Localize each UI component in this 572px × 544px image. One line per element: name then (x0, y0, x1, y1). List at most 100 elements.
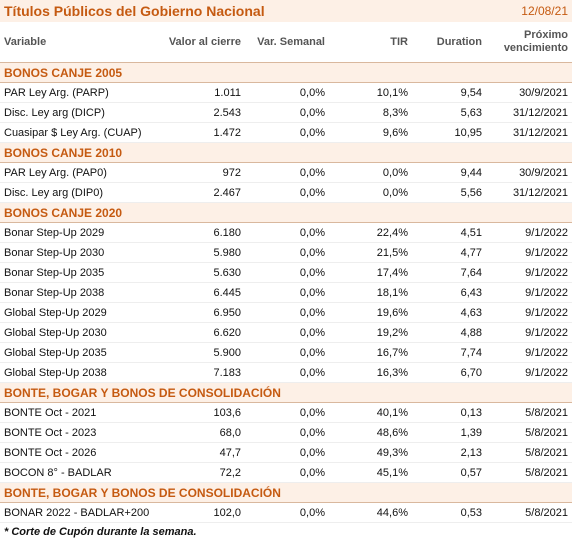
column-header: Var. Semanal (245, 22, 329, 63)
date: 12/08/21 (521, 4, 568, 18)
data-row: Global Step-Up 2038 7.183 0,0% 16,3% 6,70 9/1… (0, 362, 572, 383)
cell: 6.445 (160, 282, 245, 303)
cell: 4,51 (412, 222, 486, 243)
cell: 0,0% (329, 162, 412, 183)
cell: 19,6% (329, 302, 412, 323)
data-row: Disc. Ley arg (DICP) 2.543 0,0% 8,3% 5,63 31/… (0, 102, 572, 123)
cell: 0,0% (245, 162, 329, 183)
table-body: BONOS CANJE 2005 PAR Ley Arg. (PARP) 1.011… (0, 62, 572, 523)
cell: BONAR 2022 - BADLAR+200 (0, 502, 160, 523)
cell: 30/9/2021 (486, 82, 572, 103)
cell: Bonar Step-Up 2029 (0, 222, 160, 243)
cell: 5/8/2021 (486, 442, 572, 463)
cell: 2.467 (160, 182, 245, 203)
data-row: PAR Ley Arg. (PAP0) 972 0,0% 0,0% 9,44 30/9/2… (0, 162, 572, 183)
cell: 6.950 (160, 302, 245, 323)
section-row: BONTE, BOGAR Y BONOS DE CONSOLIDACIÓN (0, 482, 572, 503)
cell: 31/12/2021 (486, 102, 572, 123)
cell: 18,1% (329, 282, 412, 303)
cell: 1,39 (412, 422, 486, 443)
cell: 6,43 (412, 282, 486, 303)
cell: 6,70 (412, 362, 486, 383)
cell: 0,0% (245, 502, 329, 523)
cell: 0,0% (245, 402, 329, 423)
cell: 0,0% (245, 262, 329, 283)
cell: 9,44 (412, 162, 486, 183)
cell: 8,3% (329, 102, 412, 123)
cell: 72,2 (160, 462, 245, 483)
cell: 6.620 (160, 322, 245, 343)
column-header: Variable (0, 22, 160, 63)
cell: 22,4% (329, 222, 412, 243)
cell: 102,0 (160, 502, 245, 523)
cell: 0,0% (245, 282, 329, 303)
cell: 9/1/2022 (486, 342, 572, 363)
section-row: BONTE, BOGAR Y BONOS DE CONSOLIDACIÓN (0, 382, 572, 403)
data-row: Global Step-Up 2035 5.900 0,0% 16,7% 7,74 9/1… (0, 342, 572, 363)
cell: 10,95 (412, 122, 486, 143)
cell: 5,56 (412, 182, 486, 203)
bond-table: Variable Valor al cierre Var. Semanal TIR Du… (0, 22, 572, 523)
cell: 68,0 (160, 422, 245, 443)
cell: 972 (160, 162, 245, 183)
cell: 103,6 (160, 402, 245, 423)
cell: 0,0% (245, 122, 329, 143)
cell: Bonar Step-Up 2035 (0, 262, 160, 283)
section-title: BONOS CANJE 2005 (0, 62, 572, 83)
cell: 0,0% (245, 462, 329, 483)
cell: 1.011 (160, 82, 245, 103)
data-row: BONAR 2022 - BADLAR+200 102,0 0,0% 44,6% 0,5… (0, 502, 572, 523)
data-row: BOCON 8° - BADLAR 72,2 0,0% 45,1% 0,57 5/8/20… (0, 462, 572, 483)
cell: 7,64 (412, 262, 486, 283)
cell: 0,0% (245, 82, 329, 103)
cell: 9/1/2022 (486, 222, 572, 243)
cell: 49,3% (329, 442, 412, 463)
cell: 1.472 (160, 122, 245, 143)
data-row: Cuasipar $ Ley Arg. (CUAP) 1.472 0,0% 9,6% 1… (0, 122, 572, 143)
cell: 5/8/2021 (486, 462, 572, 483)
data-row: Global Step-Up 2030 6.620 0,0% 19,2% 4,88 9/1… (0, 322, 572, 343)
cell: 9/1/2022 (486, 242, 572, 263)
cell: 9/1/2022 (486, 302, 572, 323)
cell: 6.180 (160, 222, 245, 243)
data-row: Bonar Step-Up 2035 5.630 0,0% 17,4% 7,64 9/1/… (0, 262, 572, 283)
cell: Global Step-Up 2030 (0, 322, 160, 343)
cell: Disc. Ley arg (DICP) (0, 102, 160, 123)
cell: 16,7% (329, 342, 412, 363)
cell: 0,0% (329, 182, 412, 203)
cell: 0,0% (245, 422, 329, 443)
cell: 16,3% (329, 362, 412, 383)
cell: 0,0% (245, 302, 329, 323)
section-row: BONOS CANJE 2010 (0, 142, 572, 163)
cell: 21,5% (329, 242, 412, 263)
cell: 47,7 (160, 442, 245, 463)
cell: 31/12/2021 (486, 182, 572, 203)
cell: 0,0% (245, 102, 329, 123)
cell: 5/8/2021 (486, 502, 572, 523)
column-header: Próximo vencimiento (486, 22, 572, 63)
column-header: TIR (329, 22, 412, 63)
cell: 4,77 (412, 242, 486, 263)
cell: 10,1% (329, 82, 412, 103)
data-row: Global Step-Up 2029 6.950 0,0% 19,6% 4,63 9/1… (0, 302, 572, 323)
data-row: Bonar Step-Up 2029 6.180 0,0% 22,4% 4,51 9/1/… (0, 222, 572, 243)
cell: BONTE Oct - 2026 (0, 442, 160, 463)
cell: 30/9/2021 (486, 162, 572, 183)
section-title: BONOS CANJE 2020 (0, 202, 572, 223)
cell: Global Step-Up 2029 (0, 302, 160, 323)
cell: 5.900 (160, 342, 245, 363)
column-header: Duration (412, 22, 486, 63)
cell: Global Step-Up 2038 (0, 362, 160, 383)
cell: 5/8/2021 (486, 422, 572, 443)
cell: 31/12/2021 (486, 122, 572, 143)
section-row: BONOS CANJE 2020 (0, 202, 572, 223)
cell: 0,0% (245, 362, 329, 383)
cell: 2.543 (160, 102, 245, 123)
cell: 44,6% (329, 502, 412, 523)
data-row: BONTE Oct - 2026 47,7 0,0% 49,3% 2,13 5/8/202… (0, 442, 572, 463)
cell: 0,13 (412, 402, 486, 423)
cell: 9,6% (329, 122, 412, 143)
cell: BONTE Oct - 2023 (0, 422, 160, 443)
data-row: PAR Ley Arg. (PARP) 1.011 0,0% 10,1% 9,54 30/… (0, 82, 572, 103)
